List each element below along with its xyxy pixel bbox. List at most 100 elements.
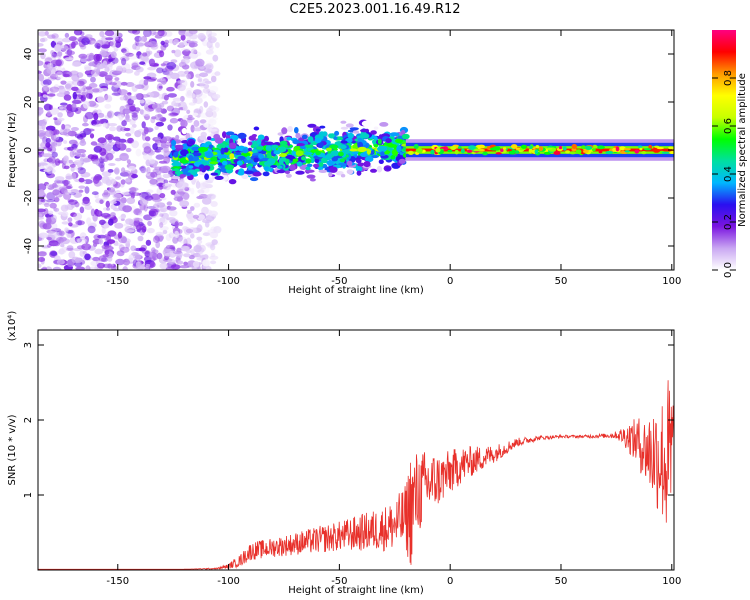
heatmap-cell bbox=[161, 100, 169, 105]
heatmap-cell bbox=[94, 42, 101, 49]
heatmap-cell bbox=[553, 151, 561, 155]
heatmap-cell bbox=[92, 88, 100, 93]
heatmap-cell bbox=[213, 179, 220, 185]
heatmap-cell bbox=[135, 148, 142, 157]
heatmap-cell bbox=[187, 114, 193, 118]
heatmap-cell bbox=[193, 202, 201, 208]
heatmap-cell bbox=[86, 128, 95, 132]
heatmap-cell bbox=[253, 126, 260, 131]
heatmap-cell bbox=[500, 148, 504, 152]
heatmap-cell bbox=[182, 192, 190, 201]
heatmap-cell bbox=[247, 141, 253, 146]
heatmap-cell bbox=[110, 212, 116, 217]
heatmap-cell bbox=[158, 166, 169, 174]
heatmap-cell bbox=[98, 238, 104, 245]
heatmap-cell bbox=[45, 55, 52, 63]
heatmap-cell bbox=[46, 111, 51, 117]
heatmap-cell bbox=[435, 147, 441, 153]
heatmap-cell bbox=[85, 86, 92, 90]
heatmap-cell bbox=[118, 138, 127, 143]
heatmap-cell bbox=[38, 232, 49, 239]
heatmap-cell bbox=[326, 159, 334, 167]
heatmap-cell bbox=[162, 229, 168, 235]
heatmap-cell bbox=[318, 169, 328, 173]
heatmap-cell bbox=[206, 40, 213, 49]
heatmap-cell bbox=[141, 121, 146, 129]
heatmap-cell bbox=[86, 73, 93, 78]
heatmap-cell bbox=[263, 166, 269, 171]
heatmap-cell bbox=[121, 191, 130, 195]
heatmap-cell bbox=[179, 61, 186, 67]
heatmap-cell bbox=[340, 120, 347, 124]
heatmap-cell bbox=[118, 89, 128, 96]
heatmap-cell bbox=[141, 225, 147, 233]
heatmap-cell bbox=[152, 31, 162, 36]
heatmap-cell bbox=[260, 157, 270, 162]
heatmap-cell bbox=[42, 223, 52, 230]
heatmap-cell bbox=[127, 30, 138, 34]
heatmap-cell bbox=[113, 70, 123, 74]
heatmap-cell bbox=[208, 210, 218, 217]
heatmap-cell bbox=[54, 134, 60, 141]
heatmap-cell bbox=[107, 111, 112, 118]
heatmap-cell bbox=[135, 224, 142, 231]
heatmap-cell bbox=[80, 171, 91, 178]
heatmap-cell bbox=[152, 198, 163, 202]
heatmap-cell bbox=[40, 52, 46, 60]
heatmap-cell bbox=[277, 165, 283, 169]
heatmap-cell bbox=[271, 144, 279, 149]
heatmap-cell bbox=[136, 39, 145, 48]
heatmap-cell bbox=[38, 60, 44, 66]
heatmap-cell bbox=[149, 178, 158, 185]
heatmap-cell bbox=[115, 258, 125, 266]
heatmap-cell bbox=[188, 165, 194, 169]
heatmap-cell bbox=[85, 93, 93, 99]
heatmap-cell bbox=[98, 161, 105, 169]
heatmap-cell bbox=[121, 69, 127, 73]
heatmap-cell bbox=[194, 168, 200, 172]
heatmap-cell bbox=[185, 87, 193, 94]
heatmap-cell bbox=[365, 156, 374, 163]
heatmap-cell bbox=[137, 128, 145, 134]
heatmap-cell bbox=[176, 181, 186, 190]
heatmap-cell bbox=[96, 210, 101, 216]
heatmap-cell bbox=[284, 170, 290, 174]
heatmap-cell bbox=[209, 37, 216, 44]
heatmap-cell bbox=[170, 59, 178, 63]
heatmap-cell bbox=[61, 211, 69, 217]
heatmap-cell bbox=[217, 162, 223, 166]
heatmap-cell bbox=[202, 87, 211, 94]
heatmap-cell bbox=[169, 210, 178, 217]
heatmap-cell bbox=[144, 195, 154, 201]
heatmap-cell bbox=[41, 85, 50, 94]
heatmap-cell bbox=[262, 171, 270, 177]
heatmap-cell bbox=[186, 109, 191, 115]
heatmap-cell bbox=[584, 145, 593, 150]
heatmap-cell bbox=[154, 201, 160, 206]
heatmap-cell bbox=[109, 126, 117, 132]
heatmap-cell bbox=[43, 202, 50, 208]
heatmap-cell bbox=[330, 150, 340, 157]
heatmap-cell bbox=[110, 51, 117, 59]
heatmap-cell bbox=[186, 237, 192, 245]
heatmap-cell bbox=[158, 85, 163, 89]
heatmap-cell bbox=[104, 249, 110, 255]
heatmap-cell bbox=[63, 155, 69, 162]
heatmap-cell bbox=[148, 58, 155, 66]
heatmap-cell bbox=[78, 53, 88, 59]
heatmap-y-ticks: -40 -20 0 20 40 bbox=[23, 48, 674, 254]
heatmap-cell bbox=[178, 236, 187, 244]
heatmap-cell bbox=[571, 144, 578, 149]
heatmap-cell bbox=[186, 209, 192, 214]
x-tick-label: -150 bbox=[106, 576, 129, 587]
heatmap-cell bbox=[204, 80, 212, 84]
heatmap-cell bbox=[173, 168, 180, 172]
heatmap-cell bbox=[238, 168, 245, 175]
heatmap-cell bbox=[48, 230, 58, 238]
heatmap-cell bbox=[211, 93, 221, 99]
heatmap-cell bbox=[166, 201, 173, 206]
heatmap-cell bbox=[208, 85, 219, 93]
heatmap-cell bbox=[389, 132, 400, 137]
heatmap-cell bbox=[46, 236, 52, 241]
